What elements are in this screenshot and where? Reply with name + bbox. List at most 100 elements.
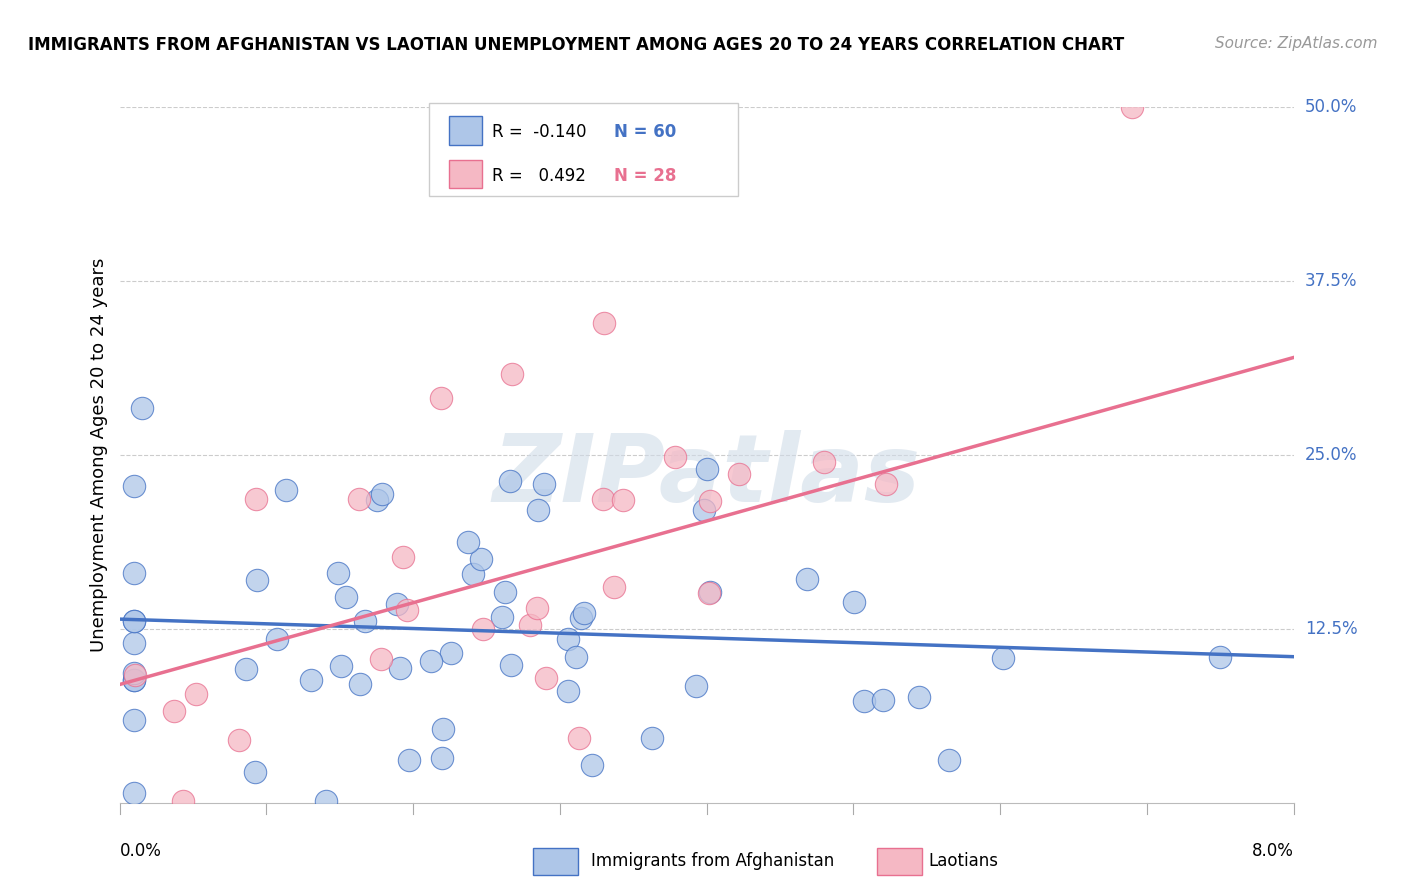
Point	[246, 573, 269, 587]
Point	[501, 367, 523, 381]
Point	[388, 661, 411, 675]
Point	[796, 572, 818, 586]
Point	[439, 646, 461, 660]
Point	[245, 492, 267, 507]
Point	[122, 566, 145, 580]
Text: Source: ZipAtlas.com: Source: ZipAtlas.com	[1215, 36, 1378, 51]
Text: 50.0%: 50.0%	[1305, 98, 1357, 116]
Point	[491, 610, 513, 624]
Point	[276, 483, 298, 497]
Point	[533, 477, 555, 491]
Point	[526, 601, 548, 615]
Point	[122, 673, 145, 687]
Text: IMMIGRANTS FROM AFGHANISTAN VS LAOTIAN UNEMPLOYMENT AMONG AGES 20 TO 24 YEARS CO: IMMIGRANTS FROM AFGHANISTAN VS LAOTIAN U…	[28, 36, 1125, 54]
Point	[727, 467, 749, 481]
Text: 37.5%: 37.5%	[1305, 272, 1357, 290]
Text: N = 60: N = 60	[614, 123, 676, 141]
Point	[243, 764, 266, 779]
Point	[565, 650, 588, 665]
Point	[498, 474, 520, 488]
Point	[592, 491, 614, 506]
Point	[228, 732, 250, 747]
Text: R =  -0.140: R = -0.140	[492, 123, 586, 141]
Point	[349, 677, 371, 691]
Point	[494, 584, 516, 599]
Point	[557, 632, 579, 647]
Point	[172, 794, 194, 808]
Point	[392, 550, 415, 565]
Point	[872, 693, 894, 707]
Point	[569, 611, 592, 625]
Text: 12.5%: 12.5%	[1305, 620, 1357, 638]
Text: R =   0.492: R = 0.492	[492, 167, 586, 185]
Point	[122, 479, 145, 493]
Point	[186, 687, 208, 701]
Point	[371, 487, 394, 501]
Point	[330, 659, 353, 673]
Point	[685, 679, 707, 693]
Point	[664, 450, 686, 464]
Point	[557, 684, 579, 698]
Point	[568, 731, 591, 745]
Point	[122, 614, 145, 628]
Point	[991, 651, 1014, 665]
Text: Immigrants from Afghanistan: Immigrants from Afghanistan	[591, 852, 834, 870]
Point	[122, 666, 145, 681]
Point	[122, 673, 145, 687]
Point	[592, 316, 614, 330]
Point	[354, 614, 377, 628]
Point	[122, 713, 145, 727]
Point	[235, 662, 257, 676]
Point	[430, 392, 453, 406]
Point	[131, 401, 153, 416]
Point	[366, 493, 388, 508]
Point	[1209, 649, 1232, 664]
Point	[853, 694, 876, 708]
Text: 0.0%: 0.0%	[120, 842, 162, 860]
Point	[938, 752, 960, 766]
Text: 25.0%: 25.0%	[1305, 446, 1357, 464]
Point	[641, 731, 664, 745]
Text: 8.0%: 8.0%	[1251, 842, 1294, 860]
Point	[875, 477, 897, 491]
Y-axis label: Unemployment Among Ages 20 to 24 years: Unemployment Among Ages 20 to 24 years	[90, 258, 108, 652]
Point	[471, 622, 494, 636]
Point	[470, 551, 492, 566]
Point	[328, 566, 350, 580]
Point	[163, 704, 186, 718]
Text: Laotians: Laotians	[928, 852, 998, 870]
Point	[398, 753, 420, 767]
Point	[1121, 100, 1143, 114]
Point	[581, 757, 603, 772]
Point	[519, 617, 541, 632]
Point	[813, 455, 835, 469]
Point	[370, 652, 392, 666]
Point	[430, 751, 453, 765]
Point	[122, 636, 145, 650]
Point	[457, 535, 479, 549]
Point	[432, 722, 454, 736]
Point	[696, 462, 718, 476]
Point	[697, 586, 720, 600]
Point	[699, 494, 721, 508]
Point	[693, 502, 716, 516]
Point	[499, 658, 522, 673]
Point	[844, 595, 866, 609]
Point	[315, 794, 337, 808]
Point	[908, 690, 931, 704]
Point	[612, 492, 634, 507]
Point	[122, 787, 145, 801]
Point	[463, 566, 485, 581]
Text: N = 28: N = 28	[614, 167, 676, 185]
Point	[387, 597, 409, 611]
Point	[527, 503, 550, 517]
Point	[266, 632, 288, 647]
Point	[349, 491, 371, 506]
Point	[420, 654, 443, 668]
Point	[301, 673, 323, 687]
Point	[396, 603, 419, 617]
Point	[699, 585, 721, 599]
Point	[124, 667, 146, 681]
Point	[536, 671, 558, 685]
Text: ZIPatlas: ZIPatlas	[492, 430, 921, 522]
